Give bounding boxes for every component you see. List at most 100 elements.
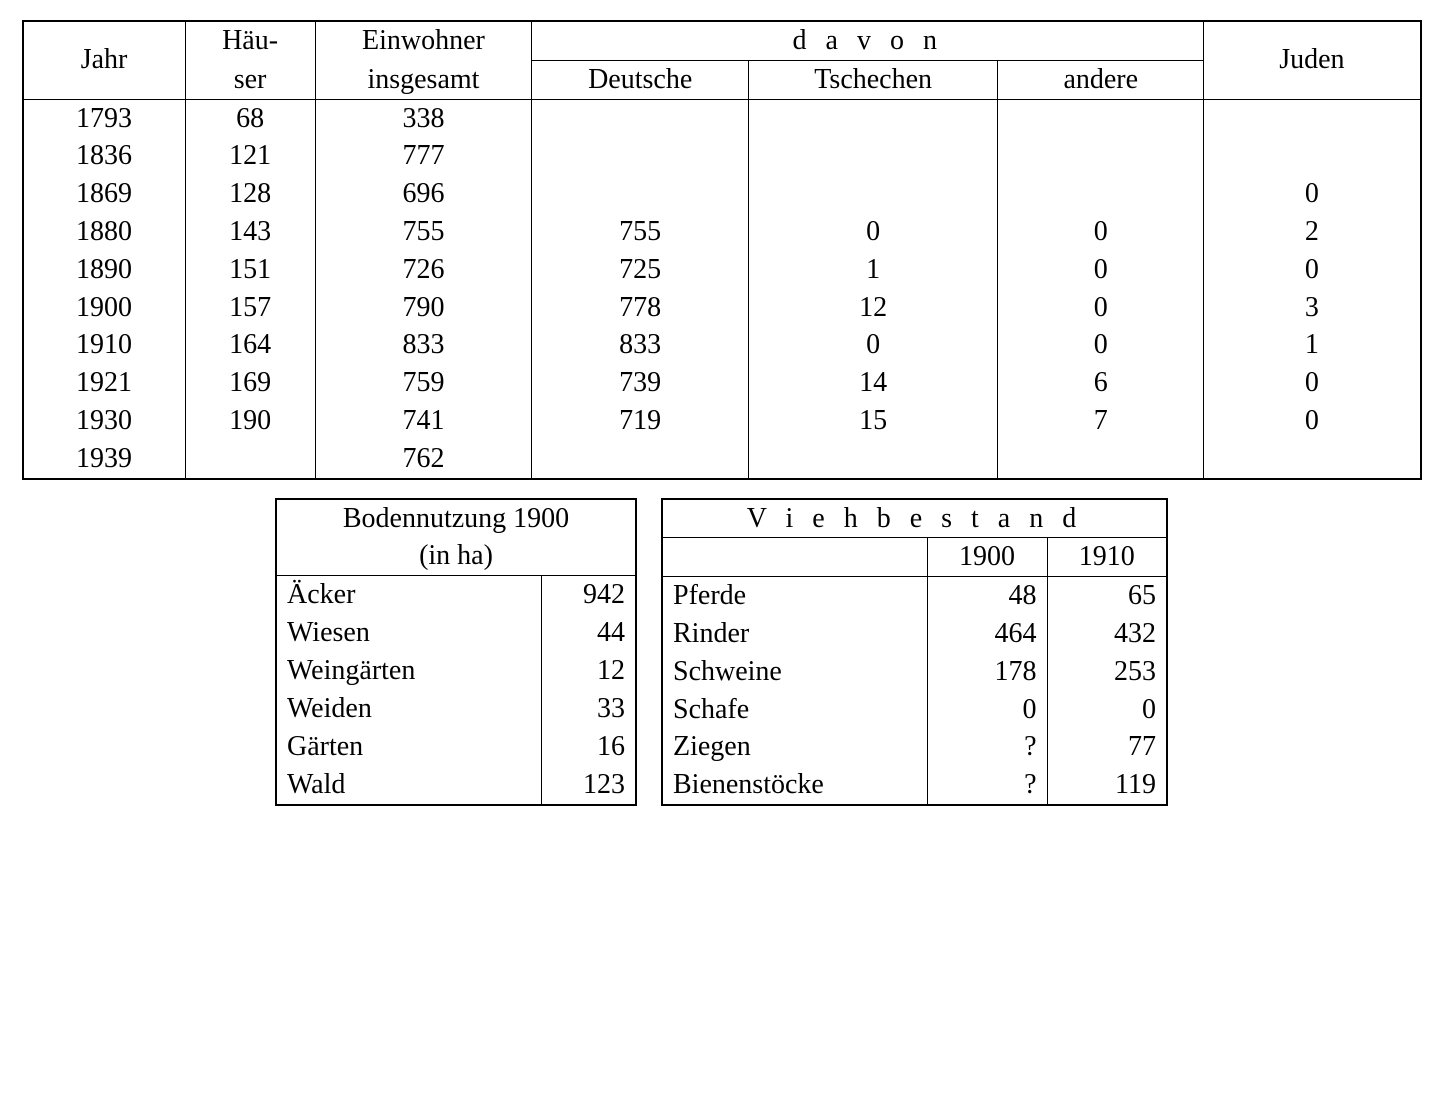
livestock-label: Bienenstöcke xyxy=(662,766,927,805)
table-row: Ziegen?77 xyxy=(662,728,1167,766)
cell-juden: 0 xyxy=(1204,364,1421,402)
cell-jahr: 1836 xyxy=(23,137,186,175)
cell-andere xyxy=(998,175,1204,213)
cell-deutsche xyxy=(532,137,749,175)
land-use-label: Gärten xyxy=(276,728,541,766)
cell-juden: 3 xyxy=(1204,289,1421,327)
cell-juden: 0 xyxy=(1204,402,1421,440)
livestock-1910: 65 xyxy=(1047,577,1167,615)
table-row: Weingärten12 xyxy=(276,652,636,690)
cell-deutsche: 725 xyxy=(532,251,749,289)
cell-jahr: 1869 xyxy=(23,175,186,213)
col-header-jahr: Jahr xyxy=(23,21,186,99)
cell-andere xyxy=(998,137,1204,175)
livestock-label: Schweine xyxy=(662,653,927,691)
table-row: 1939762 xyxy=(23,440,1421,479)
cell-tschechen: 15 xyxy=(749,402,998,440)
land-use-value: 16 xyxy=(541,728,636,766)
cell-jahr: 1930 xyxy=(23,402,186,440)
cell-tschechen: 0 xyxy=(749,326,998,364)
table-row: Rinder464432 xyxy=(662,615,1167,653)
table-row: Schafe00 xyxy=(662,691,1167,729)
livestock-1900: ? xyxy=(927,728,1047,766)
cell-haeuser: 169 xyxy=(185,364,315,402)
cell-haeuser: 190 xyxy=(185,402,315,440)
cell-einw: 741 xyxy=(315,402,532,440)
cell-jahr: 1910 xyxy=(23,326,186,364)
cell-andere: 0 xyxy=(998,251,1204,289)
cell-haeuser: 143 xyxy=(185,213,315,251)
table-row: Wiesen44 xyxy=(276,614,636,652)
pop-header-row-1: Jahr Häu- Einwohner d a v o n Juden xyxy=(23,21,1421,60)
livestock-1910: 432 xyxy=(1047,615,1167,653)
population-table-body: 1793683381836121777186912869601880143755… xyxy=(23,99,1421,478)
land-use-title-l2: (in ha) xyxy=(419,540,493,571)
col-header-haeuser-l2: ser xyxy=(185,60,315,99)
cell-andere xyxy=(998,99,1204,137)
cell-haeuser: 121 xyxy=(185,137,315,175)
land-use-label: Wald xyxy=(276,766,541,805)
livestock-blank-header xyxy=(662,538,927,577)
cell-jahr: 1793 xyxy=(23,99,186,137)
land-use-label: Weiden xyxy=(276,690,541,728)
cell-tschechen: 14 xyxy=(749,364,998,402)
cell-einw: 726 xyxy=(315,251,532,289)
livestock-label: Schafe xyxy=(662,691,927,729)
table-row: 179368338 xyxy=(23,99,1421,137)
cell-tschechen xyxy=(749,440,998,479)
col-header-deutsche: Deutsche xyxy=(532,60,749,99)
cell-juden xyxy=(1204,440,1421,479)
cell-andere: 7 xyxy=(998,402,1204,440)
livestock-1910: 77 xyxy=(1047,728,1167,766)
cell-jahr: 1921 xyxy=(23,364,186,402)
cell-andere: 0 xyxy=(998,213,1204,251)
table-row: Wald123 xyxy=(276,766,636,805)
livestock-1910: 0 xyxy=(1047,691,1167,729)
cell-tschechen: 1 xyxy=(749,251,998,289)
livestock-year-1900: 1900 xyxy=(927,538,1047,577)
land-use-label: Wiesen xyxy=(276,614,541,652)
table-row: 1890151726725100 xyxy=(23,251,1421,289)
livestock-table: V i e h b e s t a n d 1900 1910 Pferde48… xyxy=(661,498,1168,806)
col-header-davon: d a v o n xyxy=(532,21,1204,60)
col-header-einwohner-l2: insgesamt xyxy=(315,60,532,99)
col-header-andere: andere xyxy=(998,60,1204,99)
cell-haeuser: 164 xyxy=(185,326,315,364)
table-row: 19211697597391460 xyxy=(23,364,1421,402)
table-row: 18691286960 xyxy=(23,175,1421,213)
table-row: 1910164833833001 xyxy=(23,326,1421,364)
cell-juden xyxy=(1204,99,1421,137)
livestock-header-1: V i e h b e s t a n d xyxy=(662,499,1167,538)
cell-jahr: 1939 xyxy=(23,440,186,479)
table-row: 1880143755755002 xyxy=(23,213,1421,251)
land-use-title: Bodennutzung 1900 (in ha) xyxy=(276,499,636,576)
col-header-einwohner-l1: Einwohner xyxy=(315,21,532,60)
cell-andere: 0 xyxy=(998,289,1204,327)
livestock-label: Rinder xyxy=(662,615,927,653)
col-header-tschechen: Tschechen xyxy=(749,60,998,99)
cell-tschechen xyxy=(749,175,998,213)
land-use-table: Bodennutzung 1900 (in ha) Äcker942Wiesen… xyxy=(275,498,637,806)
livestock-1900: ? xyxy=(927,766,1047,805)
cell-einw: 833 xyxy=(315,326,532,364)
livestock-1900: 0 xyxy=(927,691,1047,729)
cell-deutsche xyxy=(532,175,749,213)
table-row: Schweine178253 xyxy=(662,653,1167,691)
cell-einw: 777 xyxy=(315,137,532,175)
land-use-value: 942 xyxy=(541,576,636,614)
bottom-tables-wrap: Bodennutzung 1900 (in ha) Äcker942Wiesen… xyxy=(20,498,1423,806)
livestock-1900: 464 xyxy=(927,615,1047,653)
cell-deutsche: 719 xyxy=(532,402,749,440)
table-row: 1836121777 xyxy=(23,137,1421,175)
cell-andere xyxy=(998,440,1204,479)
land-use-value: 123 xyxy=(541,766,636,805)
land-use-header: Bodennutzung 1900 (in ha) xyxy=(276,499,636,576)
cell-juden xyxy=(1204,137,1421,175)
cell-haeuser xyxy=(185,440,315,479)
cell-tschechen xyxy=(749,99,998,137)
livestock-label: Pferde xyxy=(662,577,927,615)
table-row: Weiden33 xyxy=(276,690,636,728)
cell-haeuser: 151 xyxy=(185,251,315,289)
table-row: 19301907417191570 xyxy=(23,402,1421,440)
cell-juden: 0 xyxy=(1204,175,1421,213)
